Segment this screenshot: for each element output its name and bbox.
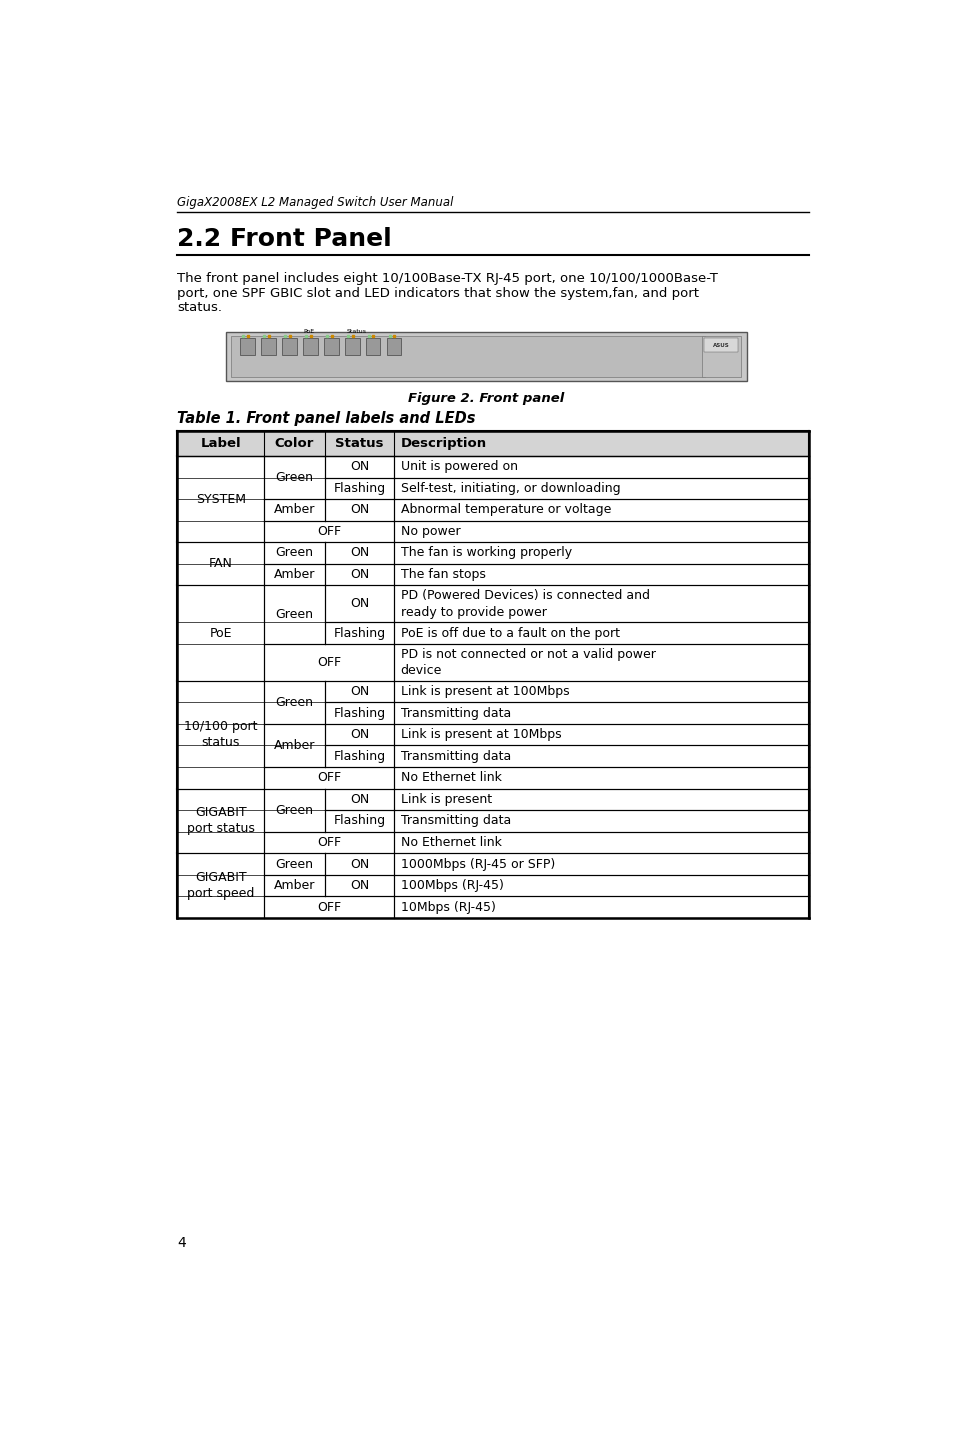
Text: Green: Green: [275, 471, 314, 484]
Bar: [226, 332, 746, 381]
Text: Status: Status: [335, 437, 383, 450]
Bar: [177, 431, 808, 455]
Text: 2.2: 2.2: [177, 228, 221, 251]
Text: Label: Label: [200, 437, 241, 450]
Bar: [701, 337, 740, 378]
Text: 10/100 port
status: 10/100 port status: [184, 720, 257, 749]
Text: Green: Green: [275, 803, 314, 816]
Text: 4: 4: [177, 1236, 186, 1250]
Text: PD (Powered Devices) is connected and
ready to provide power: PD (Powered Devices) is connected and re…: [400, 589, 649, 619]
Bar: [386, 338, 401, 355]
Text: Self-test, initiating, or downloading: Self-test, initiating, or downloading: [400, 481, 619, 495]
Text: SYSTEM: SYSTEM: [195, 493, 246, 505]
Bar: [261, 338, 275, 355]
Text: Color: Color: [274, 437, 314, 450]
Text: Figure 2. Front panel: Figure 2. Front panel: [408, 392, 564, 405]
Text: Link is present at 100Mbps: Link is present at 100Mbps: [400, 684, 569, 697]
Text: PD is not connected or not a valid power
device: PD is not connected or not a valid power…: [400, 647, 655, 677]
Text: The fan is working properly: The fan is working properly: [400, 547, 571, 560]
Text: GIGABIT
port speed: GIGABIT port speed: [187, 871, 254, 901]
Bar: [365, 338, 380, 355]
Text: Table 1. Front panel labels and LEDs: Table 1. Front panel labels and LEDs: [177, 411, 476, 425]
Text: OFF: OFF: [317, 836, 341, 849]
Text: ON: ON: [350, 504, 369, 517]
Text: PoE is off due to a fault on the port: PoE is off due to a fault on the port: [400, 627, 618, 640]
Text: 10Mbps (RJ-45): 10Mbps (RJ-45): [400, 901, 495, 914]
Bar: [282, 338, 296, 355]
Text: Green: Green: [275, 609, 314, 621]
Text: Amber: Amber: [274, 879, 314, 892]
Text: port, one SPF GBIC slot and LED indicators that show the system,fan, and port: port, one SPF GBIC slot and LED indicato…: [177, 286, 699, 299]
Text: Amber: Amber: [274, 569, 314, 581]
Text: Abnormal temperature or voltage: Abnormal temperature or voltage: [400, 504, 610, 517]
Text: Green: Green: [275, 696, 314, 709]
Text: ON: ON: [350, 547, 369, 560]
Text: 100Mbps (RJ-45): 100Mbps (RJ-45): [400, 879, 503, 892]
Text: No power: No power: [400, 526, 459, 538]
Bar: [303, 338, 317, 355]
Bar: [703, 338, 738, 352]
Text: status.: status.: [177, 301, 222, 314]
Text: Amber: Amber: [274, 504, 314, 517]
Text: Transmitting data: Transmitting data: [400, 706, 510, 720]
Text: OFF: OFF: [317, 656, 341, 669]
Text: PoE: PoE: [303, 328, 314, 334]
Text: Flashing: Flashing: [334, 815, 385, 828]
Text: Link is present: Link is present: [400, 793, 491, 806]
Text: ON: ON: [350, 569, 369, 581]
Text: Flashing: Flashing: [334, 627, 385, 640]
Text: GigaX2008EX L2 Managed Switch User Manual: GigaX2008EX L2 Managed Switch User Manua…: [177, 196, 454, 209]
Text: OFF: OFF: [317, 772, 341, 785]
Text: The front panel includes eight 10/100Base-TX RJ-45 port, one 10/100/1000Base-T: The front panel includes eight 10/100Bas…: [177, 272, 718, 285]
Text: ON: ON: [350, 729, 369, 742]
Bar: [231, 337, 704, 378]
Text: ASUS: ASUS: [712, 342, 729, 348]
Text: GIGABIT
port status: GIGABIT port status: [187, 806, 254, 835]
Text: No Ethernet link: No Ethernet link: [400, 836, 501, 849]
Text: Unit is powered on: Unit is powered on: [400, 460, 517, 473]
Text: Front Panel: Front Panel: [230, 228, 392, 251]
Text: Status: Status: [346, 328, 366, 334]
Text: ON: ON: [350, 460, 369, 473]
Text: Transmitting data: Transmitting data: [400, 750, 510, 763]
Text: OFF: OFF: [317, 526, 341, 538]
Text: Flashing: Flashing: [334, 481, 385, 495]
Text: Flashing: Flashing: [334, 750, 385, 763]
Text: Transmitting data: Transmitting data: [400, 815, 510, 828]
Bar: [344, 338, 359, 355]
Text: Flashing: Flashing: [334, 706, 385, 720]
Text: ON: ON: [350, 597, 369, 610]
Text: Amber: Amber: [274, 739, 314, 752]
Text: Green: Green: [275, 858, 314, 871]
Text: Description: Description: [400, 437, 486, 450]
Bar: [240, 338, 254, 355]
Text: OFF: OFF: [317, 901, 341, 914]
Text: ON: ON: [350, 879, 369, 892]
Text: The fan stops: The fan stops: [400, 569, 485, 581]
Text: ON: ON: [350, 858, 369, 871]
Text: 1000Mbps (RJ-45 or SFP): 1000Mbps (RJ-45 or SFP): [400, 858, 555, 871]
Text: FAN: FAN: [209, 557, 233, 570]
Bar: [323, 338, 338, 355]
Text: Link is present at 10Mbps: Link is present at 10Mbps: [400, 729, 560, 742]
Text: ON: ON: [350, 793, 369, 806]
Text: No Ethernet link: No Ethernet link: [400, 772, 501, 785]
Text: PoE: PoE: [210, 627, 232, 640]
Text: ON: ON: [350, 684, 369, 697]
Text: Green: Green: [275, 547, 314, 560]
Bar: [177, 455, 808, 918]
